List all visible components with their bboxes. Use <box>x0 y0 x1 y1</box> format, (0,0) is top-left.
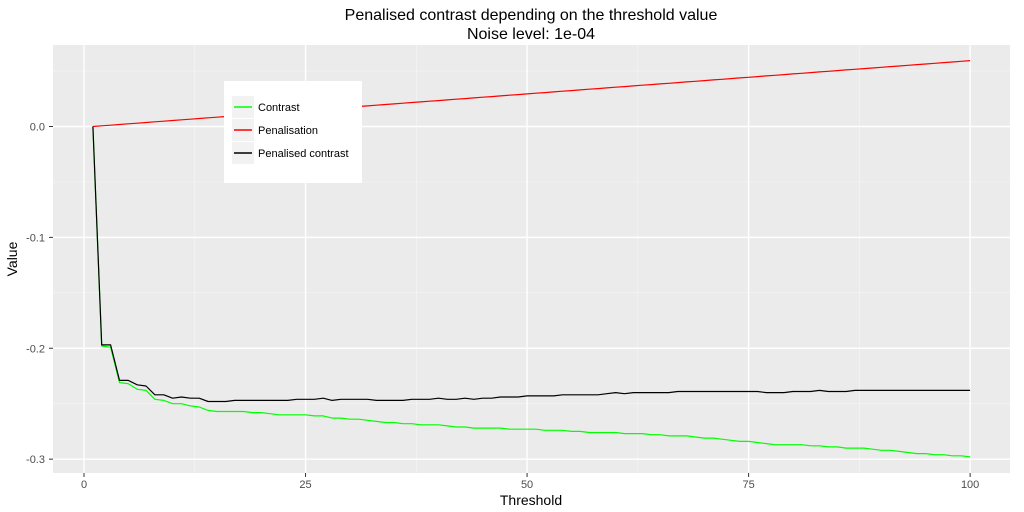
series-line-penalised-contrast <box>92 126 971 403</box>
y-axis-title: Value <box>4 241 20 276</box>
x-tick-label: 0 <box>81 479 87 491</box>
x-tick-label: 50 <box>521 479 533 491</box>
series-line-contrast <box>92 126 971 458</box>
chart-subtitle: Noise level: 1e-04 <box>467 26 595 43</box>
legend-label: Contrast <box>258 102 300 114</box>
minor-gridlines <box>53 45 1010 473</box>
major-gridlines <box>53 45 1010 473</box>
y-tick-label: 0.0 <box>30 121 45 133</box>
legend-label: Penalisation <box>258 125 318 137</box>
x-axis-title: Threshold <box>500 492 562 508</box>
y-tick-label: -0.2 <box>26 343 45 355</box>
legend-label: Penalised contrast <box>258 148 349 160</box>
legend: Contrast Penalisation Penalised contrast <box>224 81 362 183</box>
axis-ticks: 0 25 50 75 100 0.0 -0.1 -0.2 -0.3 <box>26 121 979 491</box>
chart-title: Penalised contrast depending on the thre… <box>345 7 718 24</box>
x-tick-label: 75 <box>742 479 754 491</box>
y-tick-label: -0.1 <box>26 232 45 244</box>
plot-panel <box>53 45 1010 473</box>
x-tick-label: 25 <box>299 479 311 491</box>
y-tick-label: -0.3 <box>26 454 45 466</box>
x-tick-label: 100 <box>961 479 979 491</box>
